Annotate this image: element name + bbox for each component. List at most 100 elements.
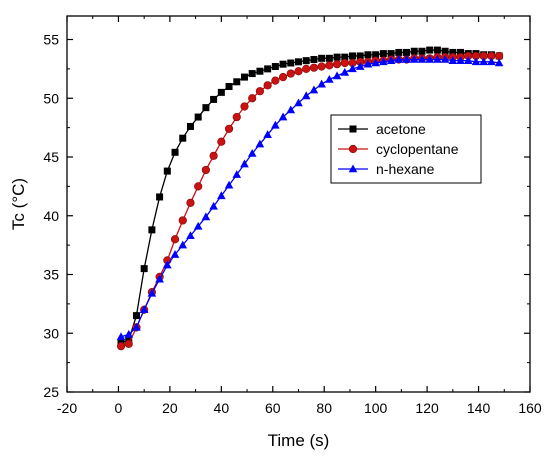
data-point-acetone (379, 50, 387, 58)
data-point-acetone (403, 48, 411, 56)
y-tick-label: 55 (43, 32, 59, 48)
y-tick-label: 35 (43, 267, 59, 283)
data-point-acetone (395, 48, 403, 56)
series-n-hexane (116, 54, 504, 341)
data-point-n-hexane (340, 67, 350, 76)
data-point-n-hexane (355, 62, 365, 70)
data-point-n-hexane (386, 56, 396, 64)
data-point-acetone (341, 53, 349, 61)
y-tick-label: 45 (43, 149, 59, 165)
x-tick-label: 140 (467, 400, 491, 416)
data-point-n-hexane (456, 56, 465, 64)
data-point-acetone (156, 193, 164, 201)
data-point-cyclopentane (201, 165, 210, 175)
data-point-acetone (349, 52, 357, 60)
series-cyclopentane (116, 51, 504, 351)
data-point-n-hexane (139, 305, 149, 314)
data-point-cyclopentane (248, 94, 257, 103)
data-point-acetone (372, 51, 380, 59)
data-point-acetone (387, 50, 395, 58)
data-point-cyclopentane (170, 235, 180, 244)
data-point-cyclopentane (309, 63, 319, 72)
data-point-n-hexane (332, 71, 342, 80)
legend: acetone cyclopentane n-hexane (330, 114, 482, 184)
data-point-acetone (264, 65, 272, 73)
data-point-n-hexane (116, 332, 126, 341)
x-tick-label: 40 (214, 400, 230, 416)
data-point-acetone (202, 104, 210, 112)
data-point-acetone (295, 58, 302, 66)
data-point-n-hexane (286, 105, 296, 114)
data-point-acetone (333, 53, 341, 61)
data-point-n-hexane (448, 56, 458, 64)
data-point-n-hexane (363, 59, 373, 68)
data-point-acetone (240, 73, 248, 81)
data-point-n-hexane (271, 120, 280, 129)
data-point-n-hexane (440, 54, 450, 63)
data-point-acetone (186, 122, 194, 130)
data-point-cyclopentane (232, 112, 241, 122)
legend-marker-cyclopentane (348, 144, 358, 154)
data-point-n-hexane (278, 112, 288, 121)
data-point-acetone (325, 54, 333, 62)
data-point-acetone (148, 226, 156, 234)
data-point-n-hexane (132, 322, 141, 331)
data-point-acetone (248, 70, 256, 78)
data-point-n-hexane (170, 250, 180, 258)
data-point-acetone (132, 312, 140, 320)
data-point-n-hexane (348, 64, 357, 73)
series-line-cyclopentane (120, 55, 500, 347)
data-point-acetone (171, 148, 179, 156)
data-point-n-hexane (232, 170, 242, 178)
data-point-cyclopentane (178, 216, 187, 225)
data-point-acetone (256, 67, 264, 75)
data-point-acetone (287, 59, 295, 67)
data-point-cyclopentane (286, 69, 295, 78)
data-point-n-hexane (240, 159, 249, 168)
legend-marker-n-hexane (348, 164, 358, 173)
series-line-acetone (120, 49, 500, 344)
data-point-n-hexane (425, 54, 434, 63)
x-tick-label: 160 (518, 400, 542, 416)
data-point-acetone (457, 48, 465, 56)
data-point-n-hexane (124, 329, 134, 338)
data-point-acetone (233, 78, 241, 86)
x-axis-title: Time (s) (268, 431, 330, 450)
data-point-n-hexane (394, 54, 404, 63)
data-point-n-hexane (317, 79, 326, 88)
data-point-n-hexane (487, 57, 496, 66)
legend-label: n-hexane (376, 161, 435, 177)
data-point-cyclopentane (116, 342, 126, 351)
data-point-cyclopentane (302, 64, 311, 73)
legend-marker-acetone (349, 125, 357, 133)
ticks-layer: -20 0 20 40 60 80 100 120 140 160 25 30 35 40 45 50 55 (43, 16, 542, 416)
x-tick-label: 20 (162, 400, 178, 416)
data-point-n-hexane (402, 54, 411, 63)
data-point-acetone (310, 55, 318, 63)
y-tick-label: 40 (43, 208, 59, 224)
data-point-n-hexane (186, 231, 195, 240)
series-acetone (117, 46, 503, 347)
data-point-n-hexane (433, 54, 442, 63)
legend-label: cyclopentane (376, 141, 459, 157)
data-point-n-hexane (294, 98, 303, 107)
data-point-acetone (271, 63, 279, 71)
legend-label: acetone (376, 121, 426, 137)
data-point-cyclopentane (224, 124, 234, 133)
data-point-cyclopentane (263, 81, 272, 90)
data-point-acetone (449, 48, 457, 56)
x-tick-label: 0 (115, 400, 123, 416)
x-tick-label: 60 (265, 400, 281, 416)
data-point-cyclopentane (317, 62, 326, 71)
data-point-acetone (433, 46, 441, 54)
data-point-acetone (441, 47, 449, 55)
x-tick-label: -20 (57, 400, 77, 416)
y-axis-title: Tc (°C) (9, 178, 28, 230)
data-point-acetone (163, 167, 171, 175)
data-point-n-hexane (217, 191, 226, 200)
legend-entry-cyclopentane: cyclopentane (338, 141, 459, 157)
data-point-acetone (210, 95, 218, 103)
data-point-n-hexane (309, 85, 319, 94)
data-point-n-hexane (471, 57, 481, 66)
